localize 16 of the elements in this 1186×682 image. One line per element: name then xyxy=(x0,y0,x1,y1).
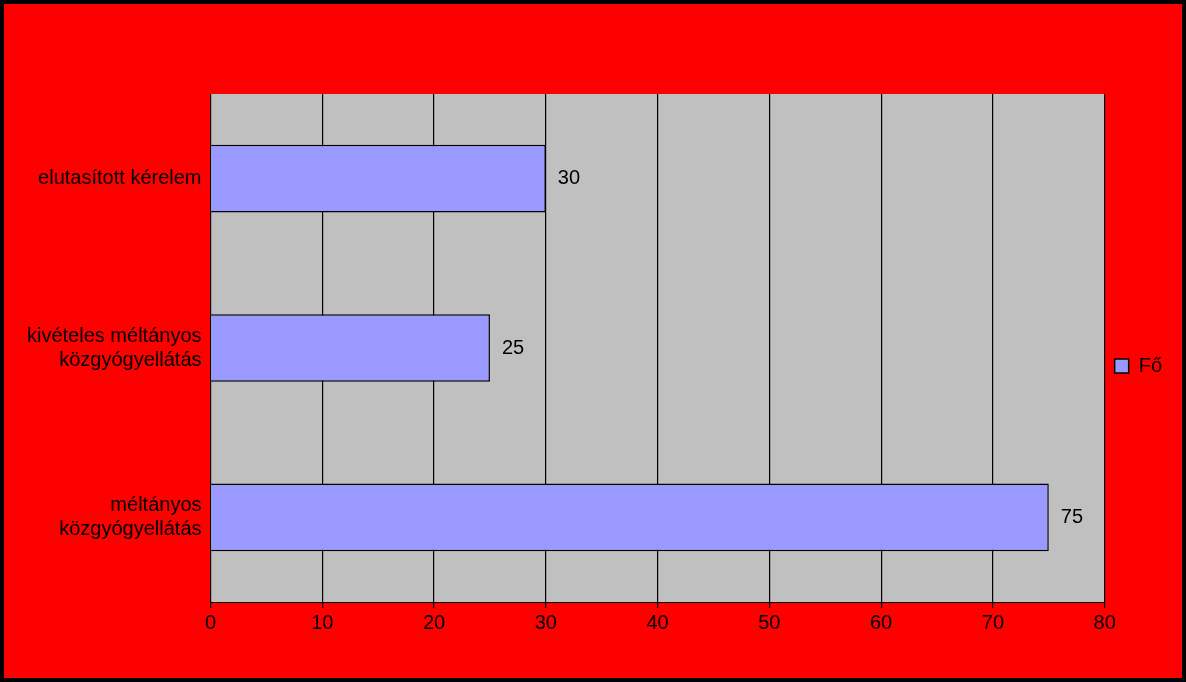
y-tick-label: kivételes méltányos közgyógyellátás xyxy=(26,323,202,370)
x-tick-label: 60 xyxy=(870,610,893,633)
x-tick-label: 20 xyxy=(422,610,446,633)
data-label: 30 xyxy=(557,166,581,189)
data-label: 75 xyxy=(1060,504,1084,527)
y-tick-label: méltányos közgyógyellátás xyxy=(59,492,202,539)
x-tick-label: 50 xyxy=(758,610,781,633)
data-label: 25 xyxy=(501,335,525,358)
y-tick-label: elutasított kérelem xyxy=(38,166,202,189)
x-tick-label: 30 xyxy=(534,610,557,633)
x-tick-label: 10 xyxy=(311,610,334,633)
x-tick-label: 70 xyxy=(981,610,1005,633)
x-tick-label: 40 xyxy=(646,610,669,633)
x-tick-label: 0 xyxy=(204,610,217,633)
legend-label: Fő xyxy=(1138,353,1162,376)
x-tick-label: 80 xyxy=(1093,610,1116,633)
